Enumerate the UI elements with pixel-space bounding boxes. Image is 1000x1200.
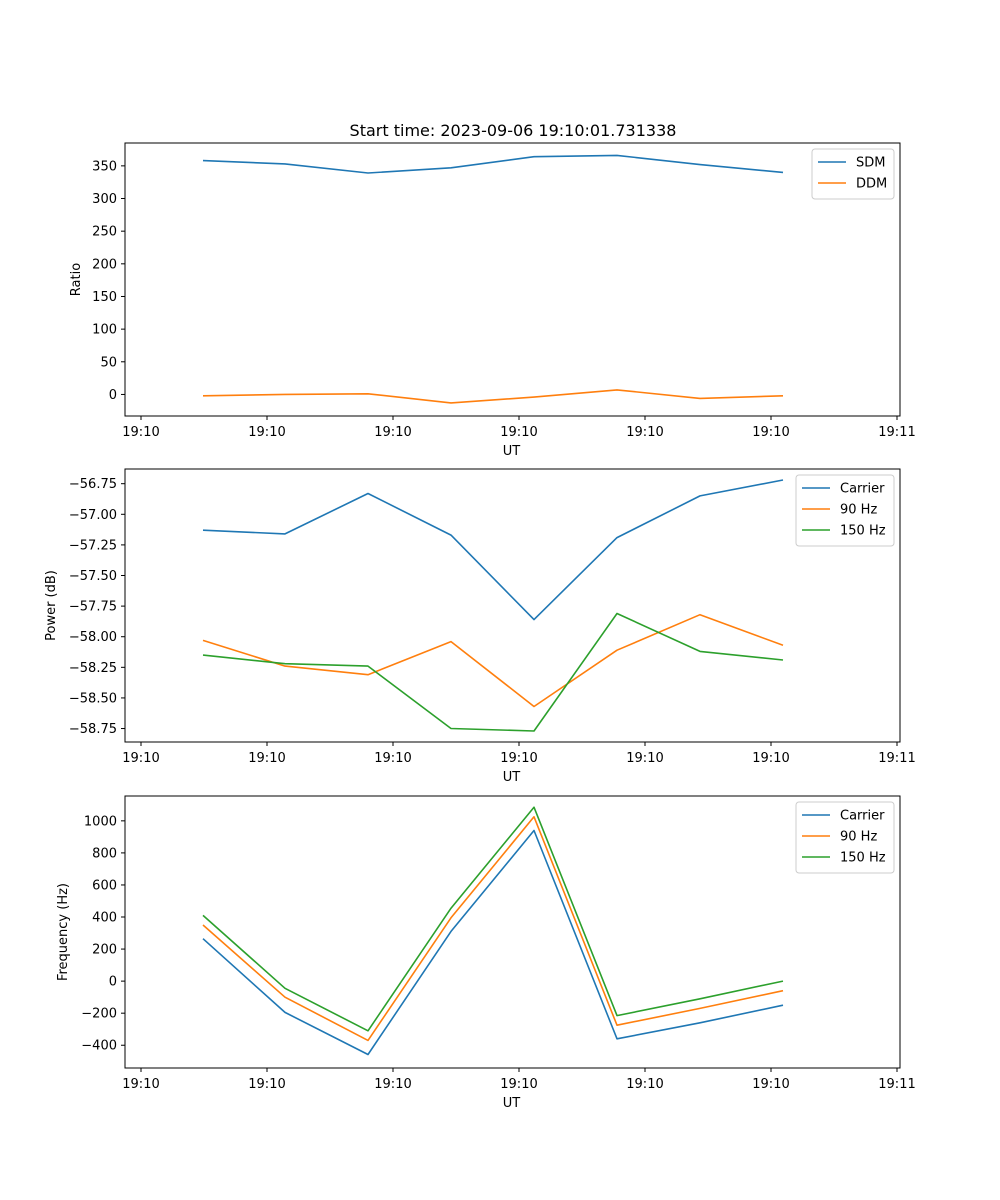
y-tick-label: −57.00 xyxy=(69,508,117,523)
y-tick-label: 100 xyxy=(92,323,117,338)
x-tick-label: 19:10 xyxy=(752,1077,789,1092)
legend: Carrier 90 Hz 150 Hz xyxy=(795,801,895,874)
y-tick-label: −200 xyxy=(81,1007,117,1022)
series-line-carrier xyxy=(202,479,784,621)
y-tick-label: 150 xyxy=(92,290,117,305)
x-tick-label: 19:10 xyxy=(626,1077,663,1092)
x-tick-label: 19:10 xyxy=(374,751,411,766)
y-tick-label: 350 xyxy=(92,159,117,174)
legend-box xyxy=(795,474,895,547)
y-tick-label: −58.00 xyxy=(69,630,117,645)
x-tick-label: 19:10 xyxy=(500,751,537,766)
legend-label: 150 Hz xyxy=(840,851,886,866)
chart-1: 19:10 19:10 19:10 19:10 19:10 19:10 19:11 UT 0 50… xyxy=(69,142,916,459)
y-tick-label: 50 xyxy=(100,355,117,370)
x-tick-label: 19:11 xyxy=(878,1077,915,1092)
y-tick-label: 200 xyxy=(92,257,117,272)
y-axis-label: Ratio xyxy=(69,263,84,296)
y-tick-label: 400 xyxy=(92,911,117,926)
y-tick-label: 250 xyxy=(92,225,117,240)
x-axis-label: UT xyxy=(503,444,521,459)
series-line-ddm xyxy=(202,389,784,404)
y-tick-label: 600 xyxy=(92,878,117,893)
x-tick-label: 19:10 xyxy=(122,751,159,766)
chart-2: 19:10 19:10 19:10 19:10 19:10 19:10 19:11 UT −58… xyxy=(44,468,916,785)
y-tick-label: 0 xyxy=(109,975,117,990)
y-tick-label: −400 xyxy=(81,1039,117,1054)
x-axis-label: UT xyxy=(503,1096,521,1111)
x-tick-label: 19:10 xyxy=(374,1077,411,1092)
x-tick-label: 19:10 xyxy=(374,425,411,440)
legend-label: 90 Hz xyxy=(840,503,877,518)
legend: SDM DDM xyxy=(811,148,895,200)
x-axis-label: UT xyxy=(503,770,521,785)
figure-title: Start time: 2023-09-06 19:10:01.731338 xyxy=(350,121,677,140)
x-tick-label: 19:10 xyxy=(122,1077,159,1092)
x-tick-label: 19:11 xyxy=(878,751,915,766)
chart-3: 19:10 19:10 19:10 19:10 19:10 19:10 19:11 UT −40… xyxy=(56,795,916,1111)
x-tick-label: 19:10 xyxy=(500,1077,537,1092)
legend-label: DDM xyxy=(856,177,887,192)
y-axis-label: Frequency (Hz) xyxy=(56,883,71,981)
y-tick-label: 0 xyxy=(109,388,117,403)
y-tick-label: −58.25 xyxy=(69,661,117,676)
y-axis-label: Power (dB) xyxy=(44,570,59,641)
x-tick-label: 19:11 xyxy=(878,425,915,440)
y-tick-label: −57.50 xyxy=(69,569,117,584)
y-tick-label: −57.75 xyxy=(69,600,117,615)
x-tick-label: 19:10 xyxy=(248,1077,285,1092)
y-tick-label: −58.75 xyxy=(69,722,117,737)
x-tick-label: 19:10 xyxy=(626,751,663,766)
series-line-150-hz xyxy=(202,806,784,1032)
legend-label: SDM xyxy=(856,156,885,171)
legend: Carrier 90 Hz 150 Hz xyxy=(795,474,895,547)
legend-label: 90 Hz xyxy=(840,830,877,845)
series-line-90-hz xyxy=(202,613,784,708)
series-line-sdm xyxy=(202,154,784,174)
x-tick-label: 19:10 xyxy=(248,751,285,766)
x-tick-label: 19:10 xyxy=(752,751,789,766)
x-tick-label: 19:10 xyxy=(752,425,789,440)
x-tick-label: 19:10 xyxy=(122,425,159,440)
y-tick-label: 800 xyxy=(92,846,117,861)
chart-panels: 19:10 19:10 19:10 19:10 19:10 19:10 19:11 UT 0 50… xyxy=(44,142,916,1111)
x-tick-label: 19:10 xyxy=(626,425,663,440)
y-tick-label: 200 xyxy=(92,943,117,958)
x-tick-label: 19:10 xyxy=(248,425,285,440)
plot-frame xyxy=(124,142,901,417)
series-line-150-hz xyxy=(202,612,784,732)
legend-label: Carrier xyxy=(840,482,885,497)
series-line-carrier xyxy=(202,829,784,1056)
plot-frame xyxy=(124,468,901,743)
legend-box xyxy=(795,801,895,874)
legend-label: 150 Hz xyxy=(840,524,886,539)
y-tick-label: −58.50 xyxy=(69,691,117,706)
legend-label: Carrier xyxy=(840,809,885,824)
y-tick-label: −57.25 xyxy=(69,538,117,553)
plot-frame xyxy=(124,795,901,1069)
x-tick-label: 19:10 xyxy=(500,425,537,440)
y-tick-label: 300 xyxy=(92,192,117,207)
y-tick-label: 1000 xyxy=(84,814,117,829)
y-tick-label: −56.75 xyxy=(69,477,117,492)
series-line-90-hz xyxy=(202,815,784,1042)
